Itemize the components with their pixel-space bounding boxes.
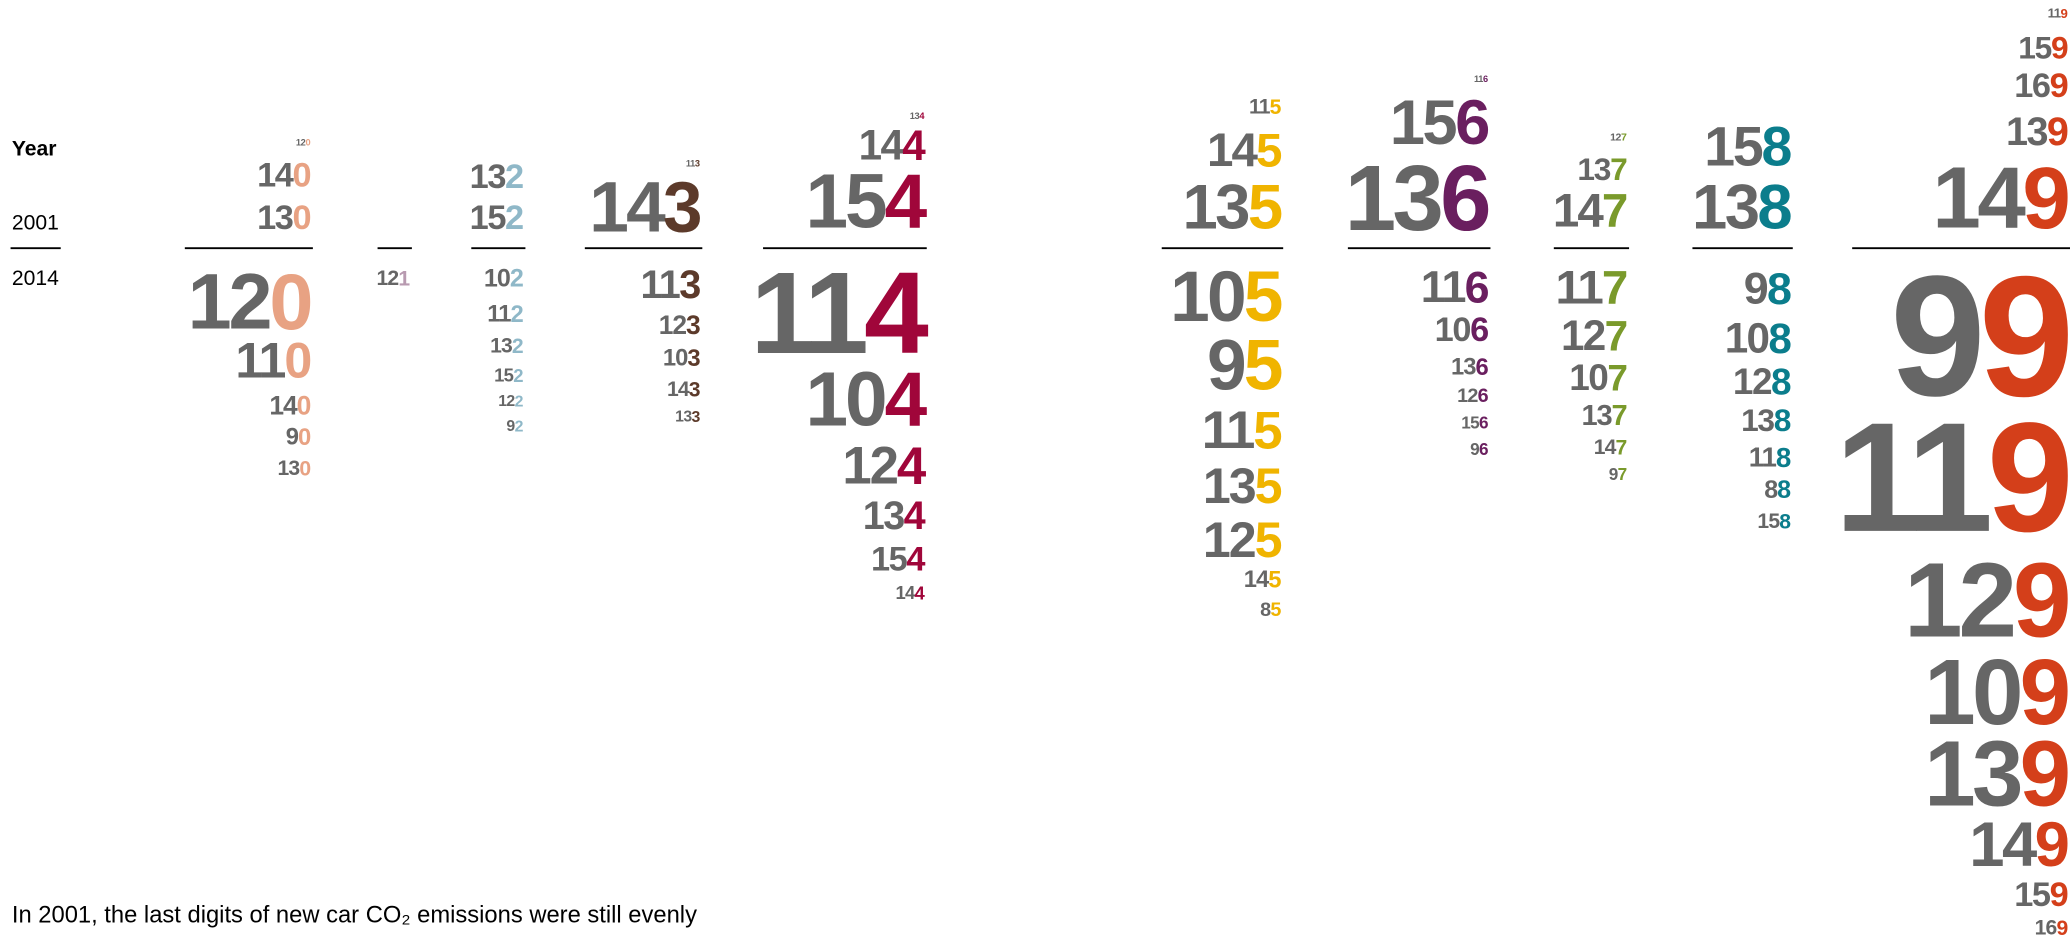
value-number: 120 — [296, 138, 311, 148]
value-number: 103 — [663, 344, 701, 371]
value-number: 169 — [2014, 67, 2067, 105]
value-number: 109 — [1924, 640, 2067, 744]
value-number: 158 — [1757, 510, 1791, 533]
value-number: 138 — [1692, 172, 1791, 242]
value-number: 145 — [1244, 566, 1282, 593]
value-number: 147 — [1553, 185, 1627, 238]
value-number: 140 — [257, 157, 310, 195]
value-number: 129 — [1904, 542, 2068, 660]
value-number: 140 — [269, 390, 310, 420]
value-number: 108 — [1725, 314, 1792, 361]
value-number: 144 — [895, 582, 925, 603]
value-number: 126 — [1457, 385, 1488, 407]
legend-bottom: 2014 — [12, 267, 59, 290]
caption: In 2001, the last digits of new car CO₂ … — [12, 901, 697, 928]
value-number: 127 — [1610, 131, 1627, 143]
value-number: 158 — [1704, 116, 1791, 178]
value-number: 144 — [859, 122, 927, 169]
value-number: 125 — [1203, 512, 1282, 568]
value-number: 143 — [667, 378, 700, 401]
value-number: 116 — [1421, 261, 1489, 312]
value-number: 96 — [1470, 439, 1488, 459]
value-number: 120 — [188, 257, 311, 346]
value-number: 130 — [278, 457, 311, 480]
value-number: 97 — [1609, 464, 1627, 484]
value-number: 127 — [1561, 312, 1627, 359]
value-number: 90 — [286, 423, 311, 450]
value-number: 116 — [1474, 74, 1488, 84]
value-number: 114 — [751, 248, 929, 378]
value-number: 135 — [1182, 172, 1281, 242]
value-number: 95 — [1207, 326, 1282, 406]
value-number: 169 — [2035, 917, 2068, 936]
value-number: 156 — [1390, 88, 1488, 158]
value-number: 118 — [1749, 441, 1791, 472]
value-number: 134 — [910, 111, 926, 121]
value-number: 137 — [1577, 151, 1627, 187]
value-number: 134 — [863, 494, 926, 538]
value-number: 149 — [1932, 150, 2068, 247]
value-number: 117 — [1555, 261, 1626, 314]
value-number: 119 — [1835, 391, 2068, 565]
value-number: 149 — [1969, 810, 2067, 880]
value-number: 102 — [484, 265, 523, 293]
value-number: 154 — [806, 159, 928, 244]
value-number: 156 — [1461, 412, 1488, 432]
value-number: 130 — [257, 199, 310, 237]
value-number: 135 — [1203, 458, 1282, 514]
value-number: 115 — [1202, 401, 1282, 460]
value-number: 124 — [842, 437, 927, 496]
value-number: 133 — [675, 409, 700, 426]
value-number: 98 — [1744, 262, 1791, 313]
value-number: 123 — [659, 310, 700, 340]
value-number: 132 — [490, 334, 523, 357]
value-number: 99 — [1890, 241, 2069, 432]
value-number: 113 — [686, 159, 700, 169]
value-number: 152 — [494, 364, 523, 385]
value-number: 145 — [1207, 124, 1282, 177]
value-number: 143 — [589, 167, 701, 247]
value-number: 139 — [2006, 110, 2068, 154]
value-number: 147 — [1594, 436, 1627, 459]
value-number: 154 — [871, 541, 925, 579]
value-number: 137 — [1581, 400, 1626, 432]
value-number: 113 — [641, 263, 701, 307]
value-number: 106 — [1435, 311, 1488, 349]
value-number: 115 — [1249, 95, 1282, 118]
value-number: 110 — [235, 332, 310, 388]
value-number: 107 — [1569, 357, 1626, 398]
value-number: 159 — [2014, 876, 2067, 914]
value-number: 119 — [2048, 6, 2068, 21]
value-number: 88 — [1764, 476, 1791, 504]
value-number: 122 — [498, 393, 523, 410]
value-number: 128 — [1733, 361, 1791, 402]
value-number: 159 — [2018, 30, 2068, 66]
legend-top: 2001 — [12, 212, 59, 235]
value-number: 139 — [1924, 722, 2067, 826]
value-number: 152 — [470, 199, 523, 237]
value-number: 132 — [470, 158, 523, 196]
value-number: 136 — [1451, 354, 1489, 381]
value-number: 105 — [1170, 257, 1282, 337]
value-number: 104 — [806, 358, 928, 443]
value-number: 138 — [1741, 402, 1791, 438]
value-number: 136 — [1345, 146, 1489, 250]
value-number: 121 — [377, 267, 411, 290]
value-number: 85 — [1260, 599, 1281, 621]
legend-title: Year — [12, 138, 57, 161]
value-number: 112 — [487, 301, 523, 328]
value-number: 92 — [506, 418, 523, 435]
